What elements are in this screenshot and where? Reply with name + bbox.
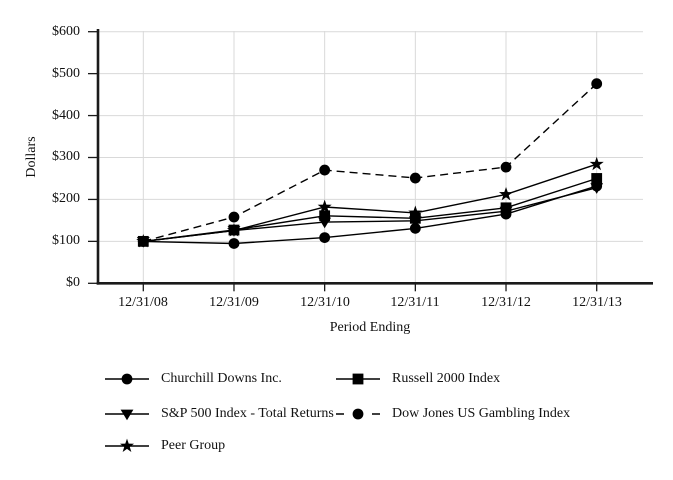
legend-label: Churchill Downs Inc. [161, 370, 282, 386]
chart-plot-area [88, 29, 653, 292]
line-triangle-marker-icon [105, 409, 149, 420]
x-tick-label: 12/31/09 [209, 295, 259, 310]
y-tick-label: $400 [52, 108, 80, 123]
legend-label: S&P 500 Index - Total Returns [161, 405, 334, 421]
legend-item-dj-gambling: Dow Jones US Gambling Index [335, 405, 570, 422]
y-tick-label: $0 [66, 275, 80, 290]
legend-label: Peer Group [161, 437, 226, 453]
legend-label: Dow Jones US Gambling Index [392, 405, 571, 421]
y-tick-label: $300 [52, 149, 80, 164]
x-axis-title: Period Ending [329, 320, 411, 335]
x-tick-label: 12/31/12 [481, 295, 531, 310]
line-circle-marker-icon [105, 373, 149, 384]
dashed-line-circle-marker-icon [336, 408, 380, 419]
y-tick-label: $500 [52, 66, 80, 81]
x-tick-label: 12/31/08 [118, 295, 168, 310]
line-star-marker-icon [105, 438, 149, 452]
legend-item-peer-group: Peer Group [104, 437, 225, 454]
x-tick-label: 12/31/13 [572, 295, 622, 310]
y-tick-label: $600 [52, 24, 80, 39]
x-tick-label: 12/31/11 [390, 295, 440, 310]
x-tick-label: 12/31/10 [300, 295, 350, 310]
legend-item-russell-2000: Russell 2000 Index [335, 370, 500, 387]
legend-item-sp500: S&P 500 Index - Total Returns [104, 405, 334, 422]
line-square-marker-icon [336, 373, 380, 384]
y-tick-label: $100 [52, 233, 80, 248]
legend-item-churchill-downs: Churchill Downs Inc. [104, 370, 282, 387]
y-axis-title: Dollars [24, 136, 39, 178]
legend-label: Russell 2000 Index [392, 370, 501, 386]
y-tick-label: $200 [52, 191, 80, 206]
